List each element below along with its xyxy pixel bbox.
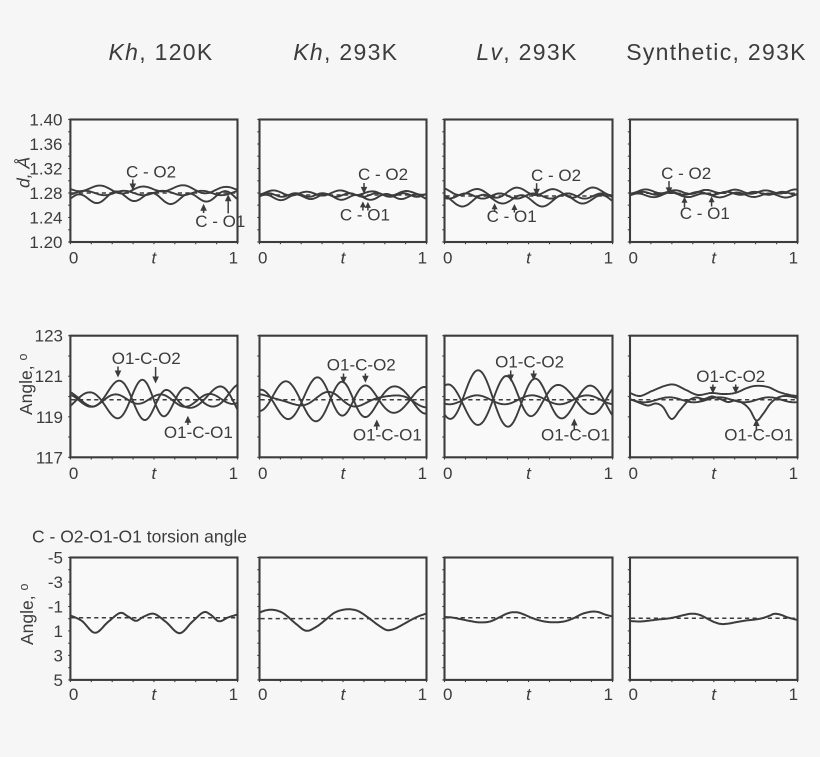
- svg-text:1.36: 1.36: [29, 135, 62, 154]
- svg-text:Kh, 120K: Kh, 120K: [108, 39, 213, 65]
- svg-text:t: t: [152, 464, 158, 483]
- svg-text:1: 1: [229, 685, 238, 704]
- svg-text:1: 1: [604, 685, 613, 704]
- svg-text:t: t: [711, 464, 717, 483]
- svg-text:1.32: 1.32: [29, 160, 62, 179]
- svg-text:C - O2: C - O2: [126, 163, 176, 182]
- svg-text:1.40: 1.40: [29, 111, 62, 130]
- svg-text:0: 0: [69, 249, 78, 268]
- svg-text:C - O1: C - O1: [680, 204, 730, 223]
- svg-text:O1-C-O1: O1-C-O1: [541, 425, 610, 444]
- svg-text:5: 5: [54, 671, 63, 690]
- svg-text:1: 1: [229, 249, 238, 268]
- svg-text:1.28: 1.28: [29, 184, 62, 203]
- svg-text:C - O1: C - O1: [195, 212, 245, 231]
- svg-text:1: 1: [418, 249, 427, 268]
- svg-text:0: 0: [258, 249, 267, 268]
- svg-text:0: 0: [258, 685, 267, 704]
- svg-text:t: t: [341, 249, 347, 268]
- svg-text:-1: -1: [48, 598, 63, 617]
- svg-text:1: 1: [789, 464, 798, 483]
- svg-text:0: 0: [628, 464, 637, 483]
- svg-text:0: 0: [443, 685, 452, 704]
- svg-text:t: t: [526, 464, 532, 483]
- svg-text:t: t: [152, 249, 158, 268]
- svg-text:C - O1: C - O1: [340, 205, 390, 224]
- svg-text:-5: -5: [48, 549, 63, 568]
- svg-text:O1-C-O2: O1-C-O2: [495, 352, 564, 371]
- svg-text:Synthetic, 293K: Synthetic, 293K: [626, 39, 807, 65]
- svg-text:C - O1: C - O1: [487, 207, 537, 226]
- svg-text:O1-C-O2: O1-C-O2: [112, 349, 181, 368]
- svg-text:0: 0: [69, 685, 78, 704]
- svg-text:t: t: [341, 685, 347, 704]
- svg-text:117: 117: [36, 448, 63, 467]
- svg-text:t: t: [152, 685, 158, 704]
- svg-text:0: 0: [628, 249, 637, 268]
- svg-text:1: 1: [604, 464, 613, 483]
- svg-text:t: t: [711, 249, 717, 268]
- svg-text:-3: -3: [48, 573, 63, 592]
- svg-text:O1-C-O1: O1-C-O1: [724, 426, 793, 445]
- svg-text:1: 1: [229, 464, 238, 483]
- svg-text:1: 1: [789, 249, 798, 268]
- svg-text:0: 0: [258, 464, 267, 483]
- svg-text:1: 1: [789, 685, 798, 704]
- svg-text:123: 123: [35, 327, 63, 346]
- svg-text:d, Å: d, Å: [14, 157, 34, 188]
- svg-text:0: 0: [628, 685, 637, 704]
- svg-text:t: t: [526, 249, 532, 268]
- svg-text:1: 1: [418, 464, 427, 483]
- svg-text:121: 121: [35, 367, 63, 386]
- svg-text:Angle, o: Angle, o: [17, 584, 37, 645]
- svg-text:Kh, 293K: Kh, 293K: [293, 39, 398, 65]
- svg-text:1: 1: [604, 249, 613, 268]
- svg-text:1.20: 1.20: [29, 233, 62, 252]
- svg-text:O1-C-O1: O1-C-O1: [164, 423, 233, 442]
- svg-text:0: 0: [69, 464, 78, 483]
- svg-text:C - O2: C - O2: [661, 164, 711, 183]
- svg-text:t: t: [341, 464, 347, 483]
- svg-text:119: 119: [36, 408, 63, 427]
- svg-text:O1-C-O2: O1-C-O2: [327, 356, 396, 375]
- svg-text:1: 1: [54, 622, 63, 641]
- svg-text:1.24: 1.24: [29, 209, 62, 228]
- svg-text:O1-C-O2: O1-C-O2: [696, 367, 765, 386]
- svg-text:C - O2: C - O2: [358, 165, 408, 184]
- svg-text:1: 1: [418, 685, 427, 704]
- svg-text:Lv, 293K: Lv, 293K: [476, 39, 577, 65]
- svg-text:C - O2: C - O2: [531, 166, 581, 185]
- svg-text:0: 0: [443, 249, 452, 268]
- svg-text:t: t: [711, 685, 717, 704]
- svg-text:3: 3: [54, 646, 63, 665]
- svg-text:O1-C-O1: O1-C-O1: [353, 425, 422, 444]
- svg-text:Angle, o: Angle, o: [16, 354, 36, 415]
- svg-text:C - O2-O1-O1 torsion angle: C - O2-O1-O1 torsion angle: [32, 527, 247, 547]
- svg-text:t: t: [526, 685, 532, 704]
- svg-text:0: 0: [443, 464, 452, 483]
